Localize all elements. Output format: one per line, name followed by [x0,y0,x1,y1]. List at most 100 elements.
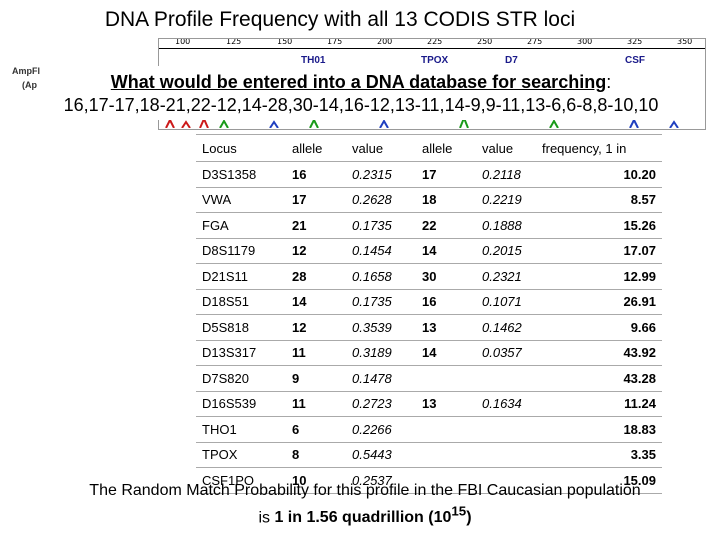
cell-locus: D21S11 [196,263,286,289]
cell-value-1: 0.2723 [346,390,416,417]
cell-allele-1: 11 [286,339,346,366]
cell-value-2: 0.1071 [476,288,536,315]
table-row: FGA 21 0.1735 22 0.1888 15.26 [196,212,662,238]
cell-frequency: 8.57 [536,186,662,213]
scale-tick: 250 [477,38,493,46]
header-allele-2: allele [416,134,476,162]
cell-value-2 [476,441,536,468]
cell-locus: D16S539 [196,390,286,417]
cell-locus: D13S317 [196,339,286,366]
cell-value-1: 0.1735 [346,212,416,238]
locus-label-csf: CSF [625,55,645,66]
scale-tick: 350 [677,38,693,46]
cell-value-2: 0.2219 [476,186,536,213]
cell-frequency: 17.07 [536,237,662,264]
footer-line-2: is 1 in 1.56 quadrillion (1015) [40,501,690,528]
table-row: D16S539 11 0.2723 13 0.1634 11.24 [196,390,662,417]
cell-value-1: 0.3539 [346,314,416,340]
cell-locus: D3S1358 [196,161,286,187]
header-value-1: value [346,134,416,162]
cell-locus: D8S1179 [196,237,286,264]
cell-frequency: 12.99 [536,263,662,289]
cell-locus: D5S818 [196,314,286,340]
cell-value-2: 0.2321 [476,263,536,289]
cell-allele-1: 16 [286,161,346,187]
cell-frequency: 3.35 [536,441,662,468]
cell-value-2: 0.1462 [476,314,536,340]
cell-allele-2: 18 [416,186,476,213]
cell-value-2 [476,467,536,494]
locus-label-tpox: TPOX [421,55,449,66]
cell-allele-1: 17 [286,186,346,213]
kit-label-sub: (Ap [22,80,37,90]
cell-frequency: 43.28 [536,365,662,391]
cell-value-2: 0.1634 [476,390,536,417]
cell-value-1: 0.2315 [346,161,416,187]
cell-allele-1: 9 [286,365,346,391]
peak-trace-green [219,116,559,128]
question-text: What would be entered into a DNA databas… [110,72,607,92]
question-colon: : [606,72,612,92]
table-body: D3S1358 16 0.2315 17 0.2118 10.20 VWA 17 0.2628 1… [196,161,662,494]
cell-allele-2: 30 [416,263,476,289]
locus-label-d7: D7 [505,55,518,66]
cell-locus: TPOX [196,441,286,468]
cell-frequency: 15.26 [536,212,662,238]
table-row: VWA 17 0.2628 18 0.2219 8.57 [196,186,662,213]
cell-allele-1: 12 [286,314,346,340]
table-row: D7S820 9 0.1478 43.28 [196,365,662,391]
scale-tick: 125 [226,38,242,46]
cell-value-1: 0.1454 [346,237,416,264]
table-row: D13S317 11 0.3189 14 0.0357 43.92 [196,339,662,366]
cell-allele-1: 21 [286,212,346,238]
cell-allele-1: 28 [286,263,346,289]
page-title: DNA Profile Frequency with all 13 CODIS … [104,8,576,31]
cell-value-2: 0.2015 [476,237,536,264]
footer-value: 1 in 1.56 quadrillion (10 [274,509,452,527]
cell-allele-2 [416,467,476,494]
cell-allele-2: 13 [416,314,476,340]
cell-allele-2 [416,365,476,391]
cell-allele-1: 14 [286,288,346,315]
table-row: D8S1179 12 0.1454 14 0.2015 17.07 [196,237,662,264]
table-header-row: Locus allele value allele value frequenc… [196,134,662,162]
cell-allele-2: 16 [416,288,476,315]
cell-value-2 [476,365,536,391]
cell-value-1: 0.1478 [346,365,416,391]
frequency-table: Locus allele value allele value frequenc… [196,134,662,494]
table-row: TPOX 8 0.5443 3.35 [196,441,662,468]
header-locus: Locus [196,134,286,162]
cell-allele-2: 14 [416,237,476,264]
cell-value-1: 0.3189 [346,339,416,366]
cell-allele-1: 12 [286,237,346,264]
table-row: D3S1358 16 0.2315 17 0.2118 10.20 [196,161,662,187]
scale-tick: 275 [527,38,543,46]
cell-value-2: 0.1888 [476,212,536,238]
table-row: CSF1PO 10 0.2537 15.09 [196,467,662,494]
cell-value-2: 0.0357 [476,339,536,366]
cell-value-1: 0.1658 [346,263,416,289]
footer-close: ) [466,509,472,527]
table-row: D18S51 14 0.1735 16 0.1071 26.91 [196,288,662,315]
cell-allele-2 [416,441,476,468]
cell-allele-1: 6 [286,416,346,442]
cell-allele-1: 8 [286,441,346,468]
table-row: THO1 6 0.2266 18.83 [196,416,662,442]
cell-value-1: 0.5443 [346,441,416,468]
question-banner: What would be entered into a DNA databas… [40,66,682,120]
scale-tick: 100 [175,38,191,46]
cell-locus: THO1 [196,416,286,442]
cell-locus: CSF1PO [196,467,286,494]
cell-value-1: 0.2266 [346,416,416,442]
cell-locus: VWA [196,186,286,213]
scale-tick: 225 [427,38,443,46]
cell-allele-1: 11 [286,390,346,417]
header-allele-1: allele [286,134,346,162]
table-row: D5S818 12 0.3539 13 0.1462 9.66 [196,314,662,340]
size-scale: 100 125 150 175 200 225 250 275 300 325 … [159,39,705,49]
cell-value-1: 0.2537 [346,467,416,494]
peak-trace-red [165,116,209,128]
profile-string: 16,17-17,18-21,22-12,14-28,30-14,16-12,1… [63,95,659,115]
scale-tick: 175 [327,38,343,46]
footer-exponent: 15 [451,504,467,519]
